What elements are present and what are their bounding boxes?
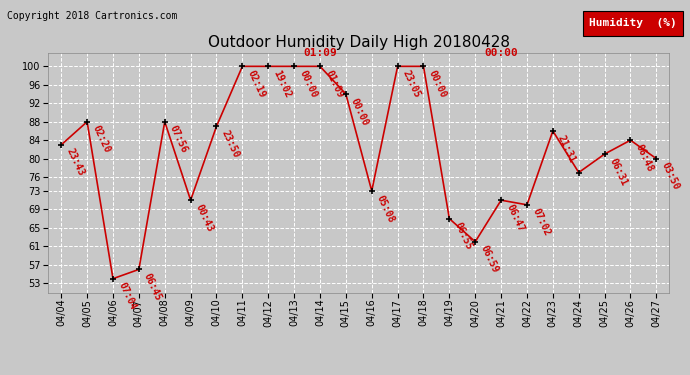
Text: 01:09: 01:09 (323, 69, 344, 99)
Text: 06:31: 06:31 (608, 156, 629, 187)
Text: 23:43: 23:43 (64, 147, 86, 178)
Text: 07:04: 07:04 (116, 281, 137, 312)
Text: 00:00: 00:00 (484, 48, 518, 58)
Text: 21:31: 21:31 (556, 133, 578, 164)
Text: 06:47: 06:47 (504, 202, 526, 233)
Text: 06:55: 06:55 (453, 221, 474, 252)
Text: 00:00: 00:00 (349, 96, 371, 127)
Text: 01:09: 01:09 (303, 48, 337, 58)
Text: 23:05: 23:05 (401, 69, 422, 99)
Text: 19:02: 19:02 (271, 69, 293, 99)
Text: 05:08: 05:08 (375, 193, 396, 224)
Text: 00:43: 00:43 (194, 202, 215, 233)
Text: 02:19: 02:19 (246, 69, 267, 99)
Text: 07:02: 07:02 (530, 207, 551, 238)
Text: 23:50: 23:50 (219, 129, 241, 159)
Text: 06:45: 06:45 (142, 272, 164, 303)
Text: Humidity  (%): Humidity (%) (589, 18, 677, 28)
Text: 06:59: 06:59 (478, 244, 500, 275)
Text: 03:50: 03:50 (660, 161, 681, 192)
Text: Copyright 2018 Cartronics.com: Copyright 2018 Cartronics.com (7, 11, 177, 21)
Text: 00:00: 00:00 (426, 69, 448, 99)
Text: 06:48: 06:48 (633, 142, 655, 173)
Text: 00:00: 00:00 (297, 69, 319, 99)
Text: 02:20: 02:20 (90, 124, 112, 155)
Title: Outdoor Humidity Daily High 20180428: Outdoor Humidity Daily High 20180428 (208, 35, 510, 50)
Text: 07:56: 07:56 (168, 124, 189, 155)
